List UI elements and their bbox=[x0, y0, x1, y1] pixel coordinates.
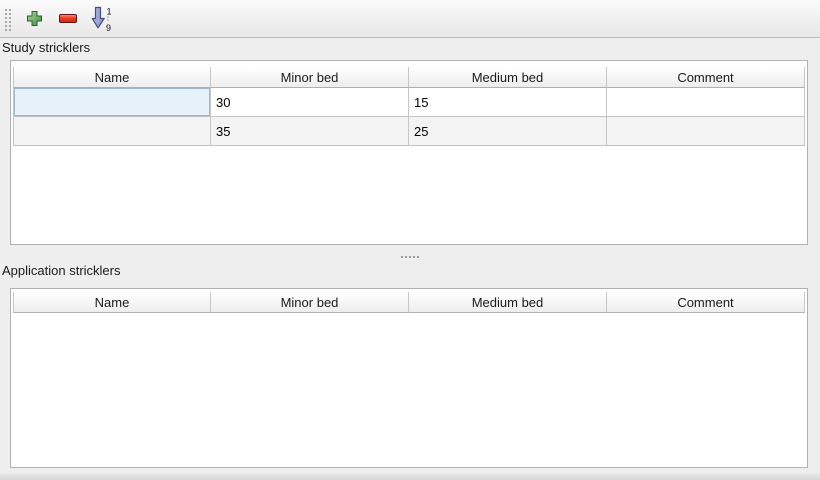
column-header-medium-bed[interactable]: Medium bed bbox=[409, 292, 607, 313]
sort-ascending-icon: 1 9 bbox=[90, 6, 114, 32]
cell-comment[interactable] bbox=[607, 117, 805, 146]
column-header-comment[interactable]: Comment bbox=[607, 67, 805, 88]
cell-comment[interactable] bbox=[607, 88, 805, 117]
splitter-handle[interactable] bbox=[0, 251, 820, 263]
down-arrow-glyph bbox=[91, 6, 105, 28]
table-body: 30 15 35 25 bbox=[13, 88, 805, 146]
cell-medium-bed[interactable]: 25 bbox=[409, 117, 607, 146]
selected-cell-name[interactable] bbox=[13, 88, 211, 117]
toolbar: 1 9 bbox=[0, 0, 820, 38]
window-bottom-edge bbox=[0, 473, 820, 480]
cell-minor-bed[interactable]: 30 bbox=[211, 88, 409, 117]
table-header-row: Name Minor bed Medium bed Comment bbox=[13, 67, 805, 88]
sort-digit-top: 1 bbox=[107, 6, 112, 16]
study-stricklers-label: Study stricklers bbox=[2, 40, 91, 55]
column-header-minor-bed[interactable]: Minor bed bbox=[211, 292, 409, 313]
column-header-minor-bed[interactable]: Minor bed bbox=[211, 67, 409, 88]
toolbar-drag-handle[interactable] bbox=[3, 6, 12, 31]
cell-medium-bed[interactable]: 15 bbox=[409, 88, 607, 117]
sort-ascending-button[interactable]: 1 9 bbox=[88, 5, 116, 33]
column-header-name[interactable]: Name bbox=[13, 67, 211, 88]
remove-minus-icon bbox=[59, 14, 77, 23]
cell-minor-bed[interactable]: 35 bbox=[211, 117, 409, 146]
column-header-comment[interactable]: Comment bbox=[607, 292, 805, 313]
application-stricklers-table: Name Minor bed Medium bed Comment bbox=[10, 288, 808, 468]
add-row-button[interactable] bbox=[20, 5, 48, 33]
study-stricklers-table: Name Minor bed Medium bed Comment 30 15 35 25 bbox=[10, 60, 808, 245]
remove-row-button[interactable] bbox=[54, 5, 82, 33]
add-plus-icon bbox=[26, 10, 43, 27]
column-header-medium-bed[interactable]: Medium bed bbox=[409, 67, 607, 88]
column-header-name[interactable]: Name bbox=[13, 292, 211, 313]
table-header-row: Name Minor bed Medium bed Comment bbox=[13, 292, 805, 313]
table-row: 30 15 bbox=[13, 88, 805, 117]
sort-digit-bottom: 9 bbox=[106, 23, 111, 32]
splitter-dots-icon bbox=[401, 256, 419, 258]
application-stricklers-label: Application stricklers bbox=[2, 263, 121, 278]
cell-name[interactable] bbox=[13, 117, 211, 146]
table-row: 35 25 bbox=[13, 117, 805, 146]
